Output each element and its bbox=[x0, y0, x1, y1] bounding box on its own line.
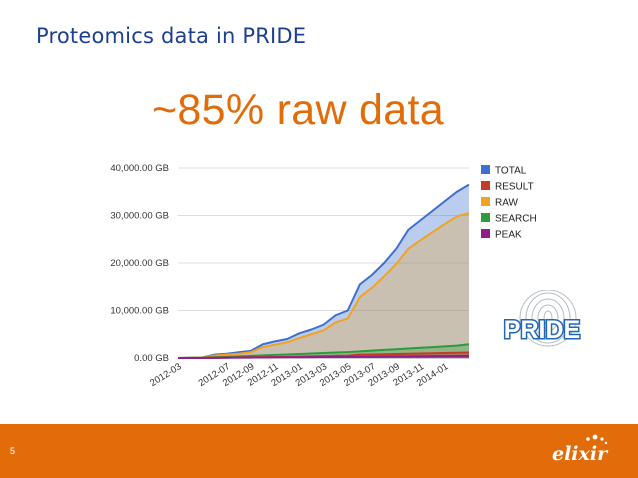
y-tick-label: 20,000.00 GB bbox=[110, 258, 169, 269]
fingerprint-graphic bbox=[519, 290, 577, 347]
area-peak bbox=[178, 355, 469, 358]
legend-label-raw: RAW bbox=[495, 198, 519, 209]
footer-bar: 5 elixir bbox=[0, 424, 638, 478]
page-number: 5 bbox=[10, 446, 16, 456]
chart-lines bbox=[177, 183, 470, 359]
y-tick-label: 30,000.00 GB bbox=[110, 211, 169, 222]
area-raw bbox=[178, 213, 469, 358]
line-peak bbox=[177, 354, 470, 359]
elixir-helix-icon bbox=[586, 434, 608, 445]
legend-swatch-peak bbox=[481, 229, 490, 238]
y-tick-label: 40,000.00 GB bbox=[110, 163, 169, 174]
chart-areas bbox=[178, 184, 469, 358]
legend-label-peak: PEAK bbox=[495, 230, 522, 241]
chart-legend: TOTAL RESULT RAW SEARCH PEAK bbox=[481, 165, 537, 241]
storage-growth-chart: 0.00 GB 10,000.00 GB 20,000.00 GB 30,000.00… bbox=[110, 163, 537, 389]
x-tick-label: 2012-03 bbox=[148, 361, 183, 389]
pride-logo-text: PRIDE bbox=[504, 316, 580, 344]
legend-swatch-search bbox=[481, 213, 490, 222]
y-tick-label: 0.00 GB bbox=[134, 353, 169, 364]
slide-title: Proteomics data in PRIDE bbox=[36, 24, 307, 48]
y-tick-label: 10,000.00 GB bbox=[110, 306, 169, 317]
chart-gridlines bbox=[178, 167, 469, 359]
legend-label-total: TOTAL bbox=[495, 166, 527, 177]
legend-label-result: RESULT bbox=[495, 182, 534, 193]
area-total bbox=[178, 184, 469, 358]
legend-label-search: SEARCH bbox=[495, 214, 537, 225]
elixir-logo-text: elixir bbox=[552, 443, 609, 465]
line-raw bbox=[177, 212, 470, 359]
legend-swatch-total bbox=[481, 165, 490, 174]
legend-swatch-result bbox=[481, 181, 490, 190]
legend-swatch-raw bbox=[481, 197, 490, 206]
elixir-logo: elixir bbox=[552, 434, 609, 465]
raw-data-highlight: ~85% raw data bbox=[152, 86, 444, 134]
pride-logo: PRIDE bbox=[502, 290, 582, 347]
